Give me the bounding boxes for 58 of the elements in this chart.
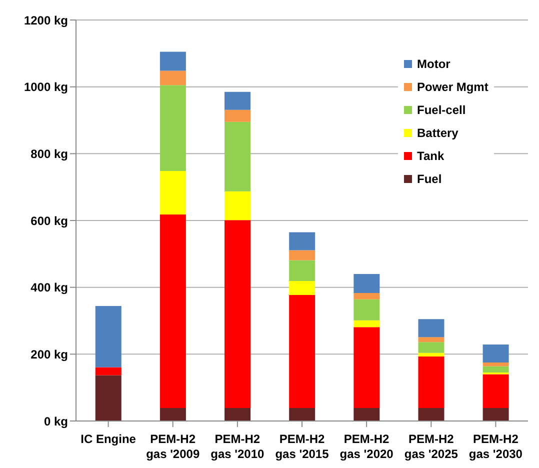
bar: [418, 337, 444, 342]
x-tick-label: IC Engine: [80, 432, 136, 446]
y-tick-label: 400 kg: [30, 280, 68, 295]
bar: [160, 70, 186, 86]
bar: [354, 320, 380, 328]
bar: [418, 342, 444, 353]
legend-label: Fuel: [417, 172, 442, 186]
bar: [354, 274, 380, 294]
bar: [224, 191, 251, 220]
x-tick-label: PEM-H2 gas '2030: [468, 432, 523, 461]
x-tick-label: PEM-H2 gas '2009: [146, 432, 200, 461]
bar: [289, 260, 316, 281]
bar: [95, 306, 122, 368]
bar: [482, 366, 509, 373]
x-tick-label: PEM-H2 gas '2025: [404, 432, 458, 461]
x-tick-label: PEM-H2 gas '2010: [210, 432, 265, 461]
bar: [224, 92, 251, 110]
y-tick-label: 200 kg: [30, 347, 68, 362]
bar: [354, 408, 380, 421]
y-tick-label: 0 kg: [44, 414, 68, 428]
legend-label: Tank: [417, 148, 444, 162]
bar: [224, 408, 251, 421]
bar: [418, 319, 444, 338]
x-tick-label: PEM-H2 gas '2015: [275, 432, 330, 461]
bar: [224, 220, 251, 408]
bar: [95, 367, 122, 376]
bar: [160, 214, 186, 408]
bar: [224, 122, 251, 192]
bar: [289, 280, 316, 296]
bar: [160, 52, 186, 71]
legend-label: Fuel-cell: [417, 102, 466, 116]
bar: [160, 408, 186, 421]
bar: [482, 344, 509, 363]
bar: [354, 299, 380, 320]
y-tick-label: 800 kg: [30, 146, 68, 161]
y-tick-label: 1200 kg: [24, 13, 68, 28]
bar: [289, 250, 316, 260]
bar: [289, 408, 316, 421]
bar: [160, 85, 186, 172]
bar: [160, 171, 186, 214]
bar: [418, 352, 444, 357]
bar: [289, 295, 316, 408]
bar: [418, 356, 444, 408]
bar: [482, 362, 509, 366]
bar: [289, 232, 316, 250]
y-tick-label: 1000 kg: [24, 80, 68, 94]
bar: [354, 293, 380, 300]
bar: [95, 375, 122, 421]
bar: [482, 408, 509, 421]
bar: [482, 374, 509, 408]
bar: [354, 327, 380, 408]
legend-label: Motor: [417, 56, 450, 70]
bar: [224, 110, 251, 122]
y-tick-label: 600 kg: [30, 214, 68, 228]
legend-label: Battery: [417, 126, 458, 140]
legend-label: Power Mgmt: [417, 80, 488, 94]
bar: [418, 408, 444, 421]
x-tick-label: PEM-H2 gas '2020: [340, 432, 394, 461]
